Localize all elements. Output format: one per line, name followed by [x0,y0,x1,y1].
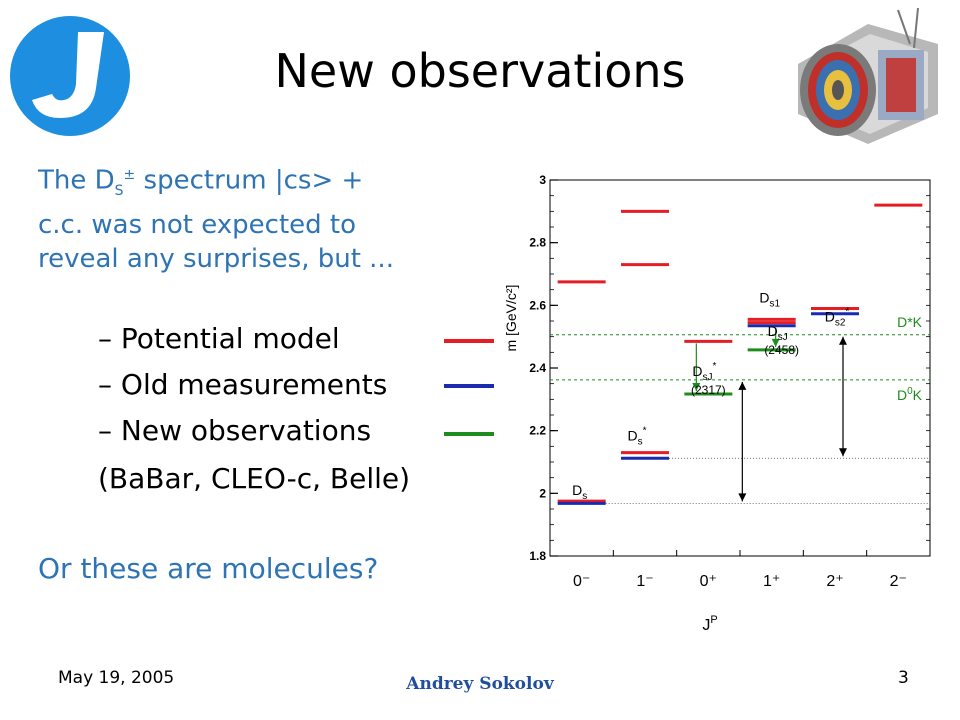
label-dsj-star-mass: (2317) [691,383,726,397]
threshold-label: D*K [897,314,923,330]
y-tick-label: 2.6 [529,298,546,312]
label-ds1: Ds1 [759,289,780,309]
x-tick-label: 2⁻ [890,573,907,590]
legend-old-measurements: – Old measurements [98,368,388,401]
shift-arrow-0plus-head [692,383,701,392]
y-tick-label: 2.4 [529,361,546,375]
x-tick-label: 1⁺ [763,573,780,590]
logo-icon [10,16,130,136]
intro-line-2: c.c. was not expected to [38,209,357,240]
threshold-label: D0K [897,386,923,403]
gap-arrow-dstark-head [839,336,847,345]
legend-line-red [444,339,494,343]
label-ds-star: Ds* [627,426,646,448]
detector-image [798,7,938,144]
intro-line-1: The DS± spectrum |cs> + [38,165,364,199]
legend-potential-model: – Potential model [98,322,340,355]
shift-arrow-1plus-head [771,338,780,347]
page-number: 3 [898,668,909,688]
intro-line-3: reveal any surprises, but ... [38,243,394,274]
y-tick-label: 2.8 [529,236,546,250]
label-ds2-star: Ds2* [825,307,850,329]
footer-date: May 19, 2005 [58,668,175,688]
y-tick-label: 2.2 [529,424,546,438]
footer-author: Andrey Sokolov [406,674,554,694]
label-dsj-mass: (2458) [764,343,799,357]
legend-line-green [444,432,494,436]
y-tick-label: 3 [539,173,546,187]
slide-title: New observations [274,44,686,98]
y-tick-label: 2 [539,486,546,500]
gap-arrow-dk-head [738,493,747,502]
legend-line-blue [444,384,494,388]
y-axis-label: m [GeV/c²] [503,285,519,352]
x-tick-label: 0⁺ [700,573,717,590]
question-text: Or these are molecules? [38,552,379,585]
x-tick-label: 1⁻ [636,573,653,590]
mass-spectrum-chart: 1.8 2 2.2 2.4 2.6 2.8 3 0⁻ 1⁻ 0⁺ 1⁺ 2⁺ 2⁻ m [GeV/c²] J… [503,173,931,634]
gap-arrow-dstark-head [839,448,847,457]
legend-new-observations: – New observations [98,414,372,447]
plot-frame [549,179,931,557]
intro-text: The DS± spectrum |cs> + c.c. was not exp… [38,158,458,276]
experiments-text: (BaBar, CLEO-c, Belle) [98,462,411,495]
x-tick-label: 2⁺ [826,573,843,590]
gap-arrow-dk-head [738,381,747,390]
y-tick-label: 1.8 [529,549,546,563]
x-axis-label: JP [702,614,717,634]
x-tick-label: 0⁻ [573,573,590,590]
label-ds: Ds [572,482,587,502]
